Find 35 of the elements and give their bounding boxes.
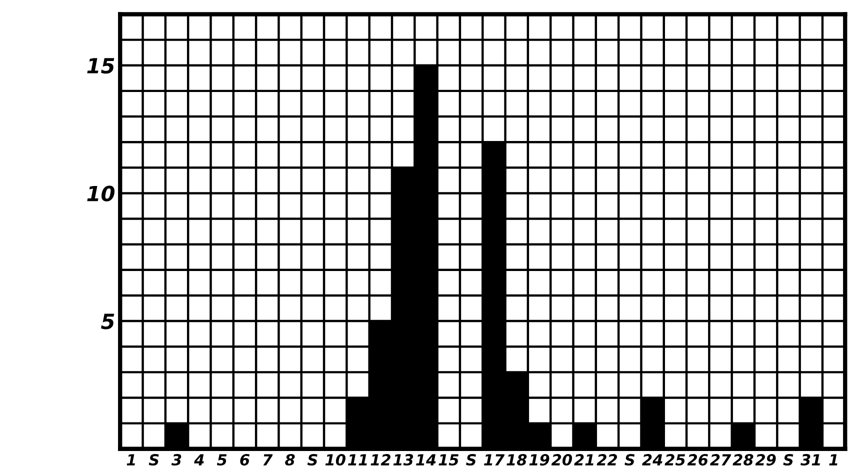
x-tick-label: 27: [710, 454, 732, 466]
x-tick-label: 24: [642, 454, 662, 466]
x-tick-label: 7: [263, 454, 273, 466]
x-tick-label: S: [624, 454, 635, 466]
x-tick-label: 20: [551, 454, 572, 466]
x-tick-label: 4: [194, 454, 204, 466]
x-tick-label: 14: [416, 454, 436, 466]
x-tick-label: 22: [596, 454, 618, 466]
x-tick-label: 19: [529, 454, 550, 466]
x-tick-label: 11: [348, 454, 367, 466]
x-tick-label: S: [466, 454, 476, 466]
x-tick-label: 21: [574, 454, 594, 466]
x-tick-label: 28: [732, 454, 754, 466]
x-tick-label: 29: [755, 454, 776, 466]
x-tick-label: S: [148, 454, 159, 466]
x-tick-label: 1: [829, 454, 838, 466]
x-tick-label: S: [783, 454, 794, 466]
y-tick-label: 15: [87, 58, 114, 74]
x-tick-label: 17: [484, 454, 505, 466]
x-tick-label: S: [307, 454, 318, 466]
x-tick-label: 6: [240, 454, 250, 466]
x-tick-label: 25: [664, 454, 686, 466]
x-tick-label: 31: [800, 454, 820, 466]
x-tick-label: 10: [325, 454, 346, 466]
x-tick-label: 1: [126, 454, 135, 466]
x-tick-label: 3: [171, 454, 182, 466]
x-tick-label: 15: [438, 454, 458, 466]
x-tick-label: 8: [285, 454, 295, 466]
x-tick-label: 12: [370, 454, 390, 466]
x-tick-label: 5: [216, 454, 227, 466]
y-tick-label: 10: [87, 186, 115, 202]
x-tick-label: 26: [687, 454, 708, 466]
x-tick-label: 13: [393, 454, 414, 466]
x-tick-label: 18: [506, 454, 527, 466]
y-tick-label: 5: [101, 314, 114, 330]
